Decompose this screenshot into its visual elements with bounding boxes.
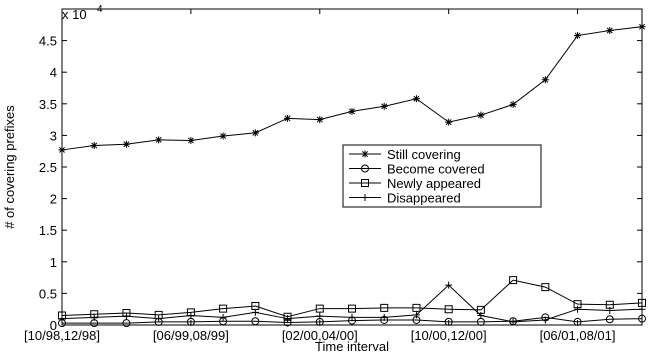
data-marker	[477, 111, 485, 119]
x-tick-label: [02/00,04/00]	[282, 328, 358, 343]
data-marker	[122, 312, 130, 320]
y-tick-label: 4.5	[39, 34, 57, 49]
data-marker	[348, 313, 356, 321]
y-tick-label: 1.5	[39, 223, 57, 238]
y-tick-label: 3.5	[39, 97, 57, 112]
legend-label: Newly appeared	[387, 176, 481, 191]
data-marker	[219, 317, 228, 326]
legend-box	[342, 144, 542, 208]
y-tick-label: 2.5	[39, 160, 57, 175]
data-marker	[380, 313, 388, 321]
legend-marker	[361, 150, 369, 158]
data-marker	[605, 315, 614, 324]
data-marker	[445, 118, 453, 126]
data-marker	[509, 276, 518, 285]
data-marker	[638, 314, 647, 323]
data-marker	[90, 142, 98, 150]
legend-marker	[361, 194, 369, 201]
y-tick-label: 2	[50, 192, 57, 207]
data-marker	[315, 317, 324, 326]
y-tick-label: 0.5	[39, 286, 57, 301]
data-marker	[187, 312, 195, 320]
y-tick-label: 4	[50, 65, 57, 80]
y-tick-label: 1	[50, 255, 57, 270]
data-marker	[445, 281, 453, 289]
data-marker	[251, 317, 260, 326]
data-marker	[605, 300, 614, 309]
data-marker	[574, 305, 582, 313]
data-marker	[476, 317, 485, 326]
series-line	[61, 26, 643, 151]
data-marker	[380, 303, 389, 312]
data-marker	[58, 146, 66, 154]
data-marker	[509, 100, 517, 108]
data-marker	[316, 116, 324, 124]
data-marker	[444, 305, 453, 314]
data-marker	[476, 305, 485, 314]
data-marker	[348, 107, 356, 115]
data-marker	[122, 319, 131, 328]
x-axis-label: Time interval	[315, 339, 389, 354]
y-tick-label: 0	[50, 318, 57, 333]
y-tick-label: 3	[50, 128, 57, 143]
data-marker	[574, 32, 582, 40]
data-marker	[251, 308, 259, 316]
data-marker	[638, 305, 646, 313]
data-marker	[283, 318, 292, 327]
data-marker	[58, 319, 67, 328]
data-marker	[284, 315, 292, 323]
x-tick-label: [06/99,08/99]	[153, 328, 229, 343]
data-marker	[412, 315, 421, 324]
data-marker	[219, 304, 228, 313]
data-marker	[573, 317, 582, 326]
data-marker	[187, 136, 195, 144]
data-marker	[155, 315, 163, 323]
data-marker	[412, 95, 420, 103]
data-marker	[219, 132, 227, 140]
y-scale-base: x 10	[62, 7, 87, 22]
data-marker	[155, 136, 163, 144]
data-marker	[58, 315, 66, 323]
data-marker	[412, 311, 420, 319]
data-marker	[316, 312, 324, 320]
legend-label: Disappeared	[387, 191, 461, 206]
data-marker	[638, 298, 646, 307]
legend-marker	[361, 164, 370, 173]
data-marker	[90, 319, 99, 328]
x-tick-label: [10/98,12/98]	[24, 328, 100, 343]
legend-label: Become covered	[387, 162, 485, 177]
data-marker	[380, 102, 388, 110]
data-marker	[122, 140, 130, 148]
data-marker	[509, 318, 517, 326]
data-marker	[444, 317, 453, 326]
data-marker	[90, 313, 98, 321]
legend-label: Still covering	[387, 147, 461, 162]
x-tick-label: [06/01,08/01]	[540, 328, 616, 343]
data-marker	[477, 312, 485, 320]
data-marker	[606, 26, 614, 34]
data-marker	[219, 313, 227, 321]
data-marker	[541, 283, 550, 292]
data-marker	[284, 114, 292, 122]
y-axis-label: # of covering prefixes	[2, 105, 17, 229]
series-line	[61, 279, 643, 318]
data-marker	[606, 306, 614, 314]
data-marker	[348, 304, 356, 313]
data-marker	[638, 23, 646, 31]
data-marker	[541, 316, 549, 324]
data-marker	[186, 317, 195, 326]
data-marker	[541, 76, 549, 84]
x-tick-label: [10/00,12/00]	[411, 328, 487, 343]
legend-marker	[361, 179, 369, 187]
data-marker	[251, 302, 260, 311]
data-marker	[573, 300, 582, 309]
data-marker	[315, 304, 324, 313]
data-marker	[251, 129, 259, 137]
